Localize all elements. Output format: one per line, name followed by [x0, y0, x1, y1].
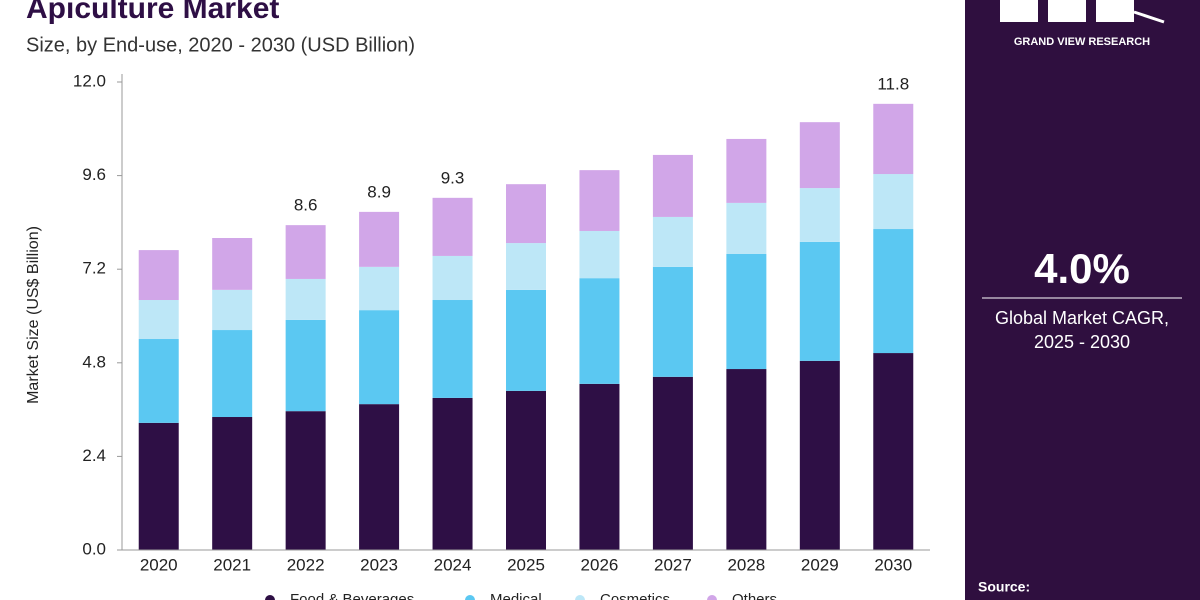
bar-segment: [873, 174, 914, 230]
brand: GRAND VIEW RESEARCH: [1014, 36, 1150, 48]
bar-segment: [285, 411, 326, 550]
bar-segment: [506, 184, 546, 244]
bar-segment: [652, 376, 693, 550]
legend-label: Food & Beverages: [290, 591, 414, 600]
bar-segment: [579, 278, 620, 384]
bar-segment: [212, 417, 253, 550]
legend-swatch: [575, 595, 585, 600]
bar-segment: [359, 266, 400, 311]
legend-swatch: [465, 595, 475, 600]
bar-segment: [579, 170, 620, 231]
legend-swatch: [265, 595, 275, 600]
bar-segment: [432, 255, 473, 301]
cagr-label: 2025 - 2030: [1034, 332, 1130, 352]
bar-segment: [726, 202, 767, 254]
x-tick-label: 2022: [287, 555, 325, 574]
legend-label: Others: [732, 591, 777, 600]
bar-segment: [212, 238, 253, 290]
bar-segment: [432, 197, 473, 256]
legend-label: Cosmetics: [600, 591, 670, 600]
total-label: 11.8: [877, 74, 909, 93]
bar-segment: [359, 404, 400, 550]
bar-segment: [873, 103, 914, 175]
total-label: 8.6: [294, 196, 318, 215]
bar-segment: [799, 122, 840, 189]
x-tick-label: 2025: [507, 555, 545, 574]
bar-segment: [285, 278, 326, 320]
x-tick-label: 2020: [140, 555, 178, 574]
bar-segment: [506, 289, 546, 391]
bar-segment: [138, 422, 179, 550]
source: Source:: [978, 579, 1030, 595]
x-tick-label: 2030: [874, 555, 912, 574]
y-tick-label: 12.0: [73, 71, 106, 90]
y-tick-label: 9.6: [82, 165, 106, 184]
total-label: 9.3: [441, 168, 465, 187]
bar-segment: [726, 138, 767, 203]
bar-segment: [652, 154, 693, 217]
bar-segment: [138, 250, 179, 301]
legend-label: Medical: [490, 591, 542, 600]
bar-segment: [873, 353, 914, 550]
legend-swatch: [707, 595, 717, 600]
bar-segment: [432, 300, 473, 398]
x-tick-label: 2021: [213, 555, 251, 574]
bar-segment: [285, 225, 326, 279]
bar-segment: [652, 216, 693, 267]
bar-segment: [799, 241, 840, 361]
bar-segment: [359, 310, 400, 405]
bar-segment: [506, 390, 546, 550]
x-tick-label: 2029: [801, 555, 839, 574]
bar-segment: [138, 300, 179, 340]
bar-segment: [726, 253, 767, 370]
bar-segment: [506, 243, 546, 290]
y-tick-label: 7.2: [82, 259, 106, 278]
total-label: 8.9: [367, 182, 391, 201]
bar-segment: [579, 383, 620, 550]
y-tick-label: 0.0: [82, 539, 106, 558]
bar-segment: [432, 397, 473, 550]
y-axis-label: Market Size (US$ Billion): [25, 226, 42, 404]
y-tick-label: 2.4: [82, 446, 106, 465]
bar-segment: [726, 369, 767, 550]
bar-segment: [799, 360, 840, 550]
chart-subtitle: Size, by End-use, 2020 - 2030 (USD Billi…: [26, 34, 415, 56]
x-tick-label: 2028: [727, 555, 765, 574]
cagr-label: Global Market CAGR,: [995, 308, 1169, 328]
logo: [1000, 0, 1165, 24]
bar-segment: [285, 319, 326, 412]
x-tick-label: 2026: [581, 555, 619, 574]
bar-segment: [873, 229, 914, 354]
cagr-value: 4.0%: [1034, 245, 1130, 292]
x-tick-label: 2024: [434, 555, 472, 574]
y-tick-label: 4.8: [82, 352, 106, 371]
bar-segment: [212, 330, 253, 418]
side-panel: [965, 0, 1200, 600]
x-tick-label: 2023: [360, 555, 398, 574]
bar-segment: [138, 339, 179, 423]
bar-segment: [652, 266, 693, 377]
bar-segment: [579, 230, 620, 279]
bar-segment: [799, 188, 840, 242]
x-tick-label: 2027: [654, 555, 692, 574]
bar-segment: [212, 289, 253, 331]
chart-title: Apiculture Market: [26, 0, 279, 25]
bar-segment: [359, 211, 400, 267]
